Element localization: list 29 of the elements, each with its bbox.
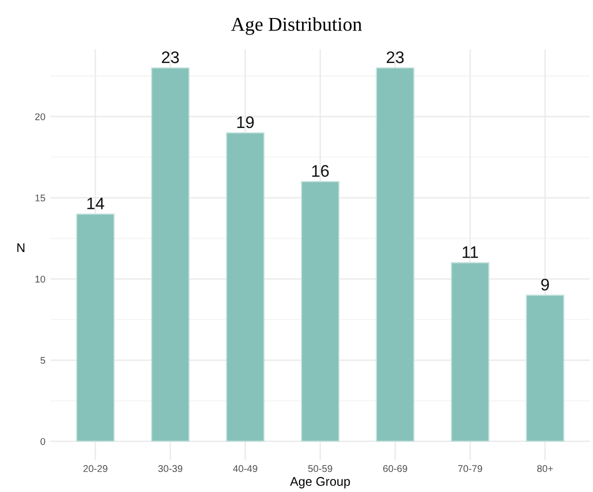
data-label: 23 (162, 51, 179, 64)
x-tick-label: 70-79 (458, 465, 482, 472)
x-axis-title: Age Group (290, 477, 350, 488)
bar (151, 67, 190, 442)
data-label: 23 (386, 51, 404, 64)
data-label: 19 (237, 116, 254, 128)
bar (526, 294, 564, 442)
bar (376, 67, 414, 442)
bar (226, 132, 265, 442)
y-axis-title: N (17, 243, 24, 252)
data-label: 11 (462, 246, 478, 258)
y-tick-label: 15 (35, 194, 46, 202)
x-tick-label: 40-49 (233, 465, 258, 472)
y-tick-label: 0 (40, 438, 46, 445)
y-tick-label: 20 (35, 113, 46, 120)
x-tick-label: 50-59 (308, 465, 332, 472)
data-label: 9 (541, 278, 549, 291)
bar (76, 213, 115, 442)
bar (300, 180, 340, 442)
x-tick-label: 80+ (537, 465, 553, 472)
x-tick-label: 60-69 (383, 465, 408, 472)
bar (450, 262, 490, 442)
y-tick-label: 5 (40, 356, 46, 364)
data-label: 16 (312, 165, 329, 177)
y-tick-label: 10 (35, 276, 46, 283)
x-tick-label: 30-39 (158, 465, 182, 472)
x-tick-label: 20-29 (83, 465, 108, 472)
chart-title: Age Distribution (231, 17, 362, 35)
data-label: 14 (87, 198, 104, 210)
